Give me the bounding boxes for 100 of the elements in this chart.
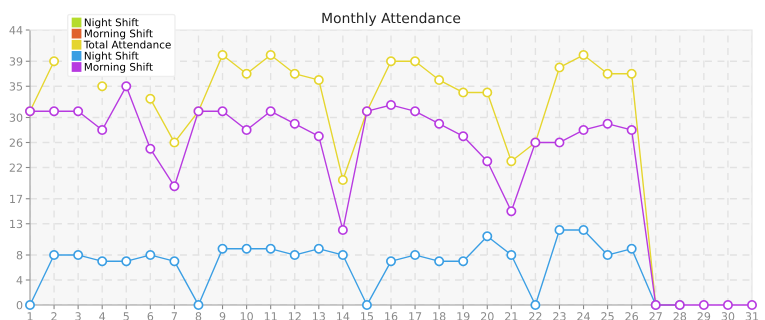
point xyxy=(73,106,84,116)
point xyxy=(434,118,444,129)
x-tick-label: 1 xyxy=(28,312,33,320)
x-tick-label: 24 xyxy=(577,312,590,320)
point xyxy=(578,225,589,235)
x-tick-label: 27 xyxy=(649,312,662,320)
y-tick-label: 0 xyxy=(16,300,22,310)
point xyxy=(626,244,637,254)
point xyxy=(338,175,348,185)
point xyxy=(554,62,564,72)
point xyxy=(458,131,468,142)
point xyxy=(218,106,228,116)
point xyxy=(290,68,300,79)
point xyxy=(482,88,492,98)
point xyxy=(145,94,156,104)
point xyxy=(386,256,396,266)
point xyxy=(458,88,468,98)
x-tick-label: 2 xyxy=(51,312,56,320)
chart-title: Monthly Attendance xyxy=(322,12,460,26)
point xyxy=(169,138,180,148)
point xyxy=(626,68,637,79)
point xyxy=(314,131,324,142)
point xyxy=(554,225,564,235)
point xyxy=(362,300,372,310)
y-tick-label: 44 xyxy=(9,26,22,34)
point xyxy=(290,250,300,260)
point xyxy=(121,256,132,266)
point xyxy=(49,250,60,260)
point xyxy=(506,250,516,260)
x-tick-label: 12 xyxy=(288,312,301,320)
x-tick-label: 11 xyxy=(264,312,277,320)
point xyxy=(747,300,757,310)
x-tick-label: 4 xyxy=(99,312,106,320)
y-tick-label: 17 xyxy=(10,194,22,203)
y-tick-label: 4 xyxy=(16,276,22,284)
point xyxy=(242,125,252,135)
point xyxy=(242,244,252,254)
point xyxy=(218,50,228,60)
point xyxy=(578,50,589,60)
point xyxy=(458,256,468,266)
point xyxy=(338,250,348,260)
point xyxy=(266,244,276,254)
legend-label: Night Shift xyxy=(84,18,139,28)
point xyxy=(338,225,348,235)
x-tick-label: 7 xyxy=(172,312,177,320)
legend-label: Morning Shift xyxy=(84,62,153,73)
point xyxy=(169,181,180,192)
point xyxy=(602,250,613,260)
point xyxy=(266,106,276,116)
point xyxy=(578,125,589,135)
point xyxy=(145,250,156,260)
point xyxy=(97,256,108,266)
point xyxy=(482,156,492,166)
point xyxy=(626,125,637,135)
point xyxy=(434,75,444,85)
x-tick-label: 17 xyxy=(409,312,422,320)
point xyxy=(314,244,324,254)
point xyxy=(193,300,204,310)
y-tick-label: 39 xyxy=(10,57,22,66)
y-tick-label: 35 xyxy=(10,82,22,91)
legend-label: Night Shift xyxy=(84,52,139,62)
point xyxy=(554,138,564,148)
point xyxy=(49,106,60,116)
point xyxy=(482,231,492,242)
point xyxy=(49,56,60,66)
point xyxy=(386,100,396,110)
point xyxy=(97,125,108,135)
point xyxy=(290,118,300,129)
point xyxy=(506,206,516,216)
point xyxy=(121,81,132,92)
point xyxy=(97,81,108,92)
x-tick-label: 21 xyxy=(505,312,518,320)
x-tick-label: 22 xyxy=(529,312,542,320)
point xyxy=(386,56,396,66)
point xyxy=(698,300,709,310)
point xyxy=(410,250,420,260)
point xyxy=(25,300,35,310)
x-tick-label: 14 xyxy=(337,312,350,320)
point xyxy=(169,256,180,266)
point xyxy=(506,156,516,166)
legend-label: Total Attendance xyxy=(84,40,171,49)
point xyxy=(530,300,540,310)
y-tick-label: 8 xyxy=(16,250,22,260)
point xyxy=(242,68,252,79)
point xyxy=(314,75,324,85)
legend-label: Morning Shift xyxy=(84,29,153,40)
point xyxy=(410,106,420,116)
y-tick-label: 30 xyxy=(10,113,22,122)
point xyxy=(145,144,156,154)
point xyxy=(410,56,420,66)
point xyxy=(73,250,84,260)
y-tick-label: 13 xyxy=(10,220,22,228)
point xyxy=(722,300,733,310)
y-tick-label: 22 xyxy=(10,163,22,172)
point xyxy=(602,68,613,79)
point xyxy=(266,50,276,60)
point xyxy=(602,118,613,129)
point xyxy=(218,244,228,254)
point xyxy=(434,256,444,266)
y-tick-label: 26 xyxy=(10,138,22,147)
